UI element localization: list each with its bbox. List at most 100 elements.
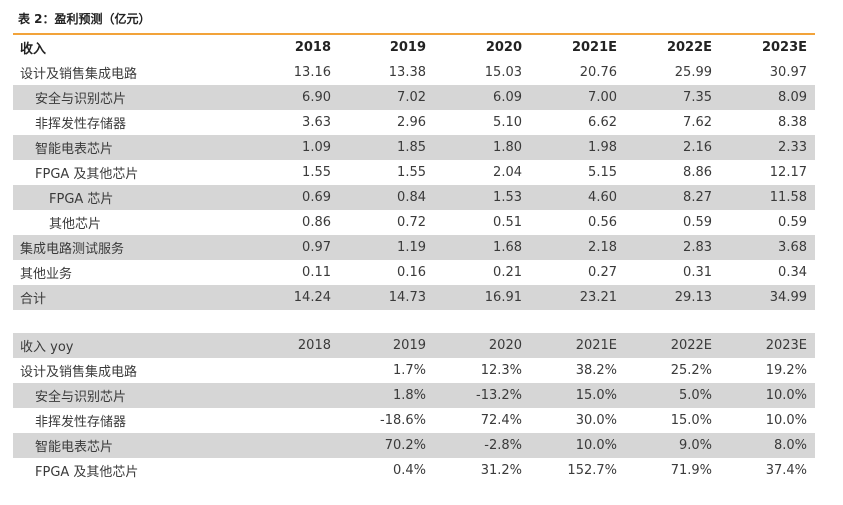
table-cell: 8.27 [683,190,712,205]
table-row: 合计 14.24 14.73 16.91 23.21 29.13 34.99 [13,285,815,310]
table-row: 集成电路测试服务 0.97 1.19 1.68 2.18 2.83 3.68 [13,235,815,260]
table-cell: 5.10 [493,115,522,130]
table-cell: 7.62 [683,115,712,130]
revenue-table: 收入 2018 2019 2020 2021E 2022E 2023E 设计及销售集成电路 13… [13,33,815,310]
row-label: FPGA 及其他芯片 [35,465,139,480]
table-cell: 0.31 [683,265,712,280]
table-cell: 71.9% [670,463,712,478]
table-cell: 8.0% [773,438,807,453]
header-year: 2020 [488,338,522,353]
header-year: 2019 [392,338,426,353]
table-cell: 7.00 [588,90,617,105]
table-row: 安全与识别芯片 6.90 7.02 6.09 7.00 7.35 8.09 [13,85,815,110]
table-cell: 29.13 [674,290,712,305]
table-cell: 8.86 [683,165,712,180]
table-cell: 12.17 [769,165,807,180]
row-label: 安全与识别芯片 [35,92,127,107]
table-cell: 8.09 [778,90,807,105]
table-row: 设计及销售集成电路 13.16 13.38 15.03 20.76 25.99 30.97 [13,60,815,85]
table-cell: 12.3% [480,363,522,378]
header-year: 2018 [297,338,331,353]
row-label: 智能电表芯片 [35,440,114,455]
header-row: 收入 yoy 2018 2019 2020 2021E 2022E 2023E [13,333,815,358]
table-cell: 25.99 [674,65,712,80]
row-label: 合计 [20,292,47,307]
table-cell: 7.02 [397,90,426,105]
table-cell: 0.16 [397,265,426,280]
table-cell: 2.04 [493,165,522,180]
table-cell: 2.18 [588,240,617,255]
table-row: 非挥发性存储器 -18.6% 72.4% 30.0% 15.0% 10.0% [13,408,815,433]
table-cell: 6.09 [493,90,522,105]
row-label: 安全与识别芯片 [35,390,127,405]
table-cell: 0.4% [392,463,426,478]
table-cell: 72.4% [480,413,522,428]
table-cell: 0.69 [302,190,331,205]
table-row: FPGA 及其他芯片 1.55 1.55 2.04 5.15 8.86 12.17 [13,160,815,185]
table-cell: 2.33 [778,140,807,155]
table-cell: -18.6% [380,413,426,428]
table-cell: 30.0% [575,413,617,428]
table-row: 安全与识别芯片 1.8% -13.2% 15.0% 5.0% 10.0% [13,383,815,408]
table-cell: 2.96 [397,115,426,130]
row-label: 智能电表芯片 [35,142,114,157]
table-cell: 4.60 [588,190,617,205]
header-row: 收入 2018 2019 2020 2021E 2022E 2023E [13,33,815,60]
table-cell: 23.21 [579,290,617,305]
table-cell: 1.53 [493,190,522,205]
table-cell: 11.58 [769,190,807,205]
table-cell: -2.8% [484,438,522,453]
table-cell: 0.72 [397,215,426,230]
table-cell: 70.2% [384,438,426,453]
row-label: FPGA 及其他芯片 [35,167,139,182]
table-cell: 0.59 [683,215,712,230]
table-cell: 0.34 [778,265,807,280]
table-row: 设计及销售集成电路 1.7% 12.3% 38.2% 25.2% 19.2% [13,358,815,383]
table-cell: 14.73 [388,290,426,305]
table-cell: 30.97 [769,65,807,80]
table-cell: 10.0% [575,438,617,453]
table-cell: 8.38 [778,115,807,130]
table-cell: 0.21 [493,265,522,280]
table-row: FPGA 芯片 0.69 0.84 1.53 4.60 8.27 11.58 [13,185,815,210]
row-label: 设计及销售集成电路 [20,67,138,82]
table-cell: 1.85 [397,140,426,155]
table-cell: 1.55 [302,165,331,180]
table-cell: 152.7% [567,463,617,478]
table-row: 智能电表芯片 70.2% -2.8% 10.0% 9.0% 8.0% [13,433,815,458]
table-cell: 6.90 [302,90,331,105]
table-cell: 19.2% [765,363,807,378]
table-cell: 15.03 [484,65,522,80]
revenue-yoy-table: 收入 yoy 2018 2019 2020 2021E 2022E 2023E 设计及销售集成… [13,333,815,483]
table-cell: 1.98 [588,140,617,155]
table-cell: 1.09 [302,140,331,155]
header-label: 收入 yoy [20,340,74,355]
table-cell: 15.0% [575,388,617,403]
table-cell: 1.55 [397,165,426,180]
table-cell: 20.76 [579,65,617,80]
table-cell: 16.91 [484,290,522,305]
header-label: 收入 [20,42,47,57]
table-cell: 5.0% [678,388,712,403]
table-cell: 7.35 [683,90,712,105]
row-label: 其他芯片 [49,217,102,232]
row-label: 非挥发性存储器 [35,415,127,430]
table-cell: 0.11 [302,265,331,280]
table-cell: 0.86 [302,215,331,230]
header-year: 2021E [571,40,617,55]
table-cell: 1.7% [392,363,426,378]
table-row: 其他业务 0.11 0.16 0.21 0.27 0.31 0.34 [13,260,815,285]
table-cell: 10.0% [765,413,807,428]
header-year: 2019 [389,40,426,55]
row-label: FPGA 芯片 [49,192,114,207]
table-row: 智能电表芯片 1.09 1.85 1.80 1.98 2.16 2.33 [13,135,815,160]
table-cell: 1.19 [397,240,426,255]
row-label: 集成电路测试服务 [20,242,125,257]
header-year: 2022E [666,40,712,55]
table-cell: 13.16 [293,65,331,80]
row-label: 其他业务 [20,267,73,282]
table-cell: 38.2% [575,363,617,378]
header-year: 2022E [670,338,712,353]
table-row: FPGA 及其他芯片 0.4% 31.2% 152.7% 71.9% 37.4% [13,458,815,483]
table-cell: 31.2% [480,463,522,478]
